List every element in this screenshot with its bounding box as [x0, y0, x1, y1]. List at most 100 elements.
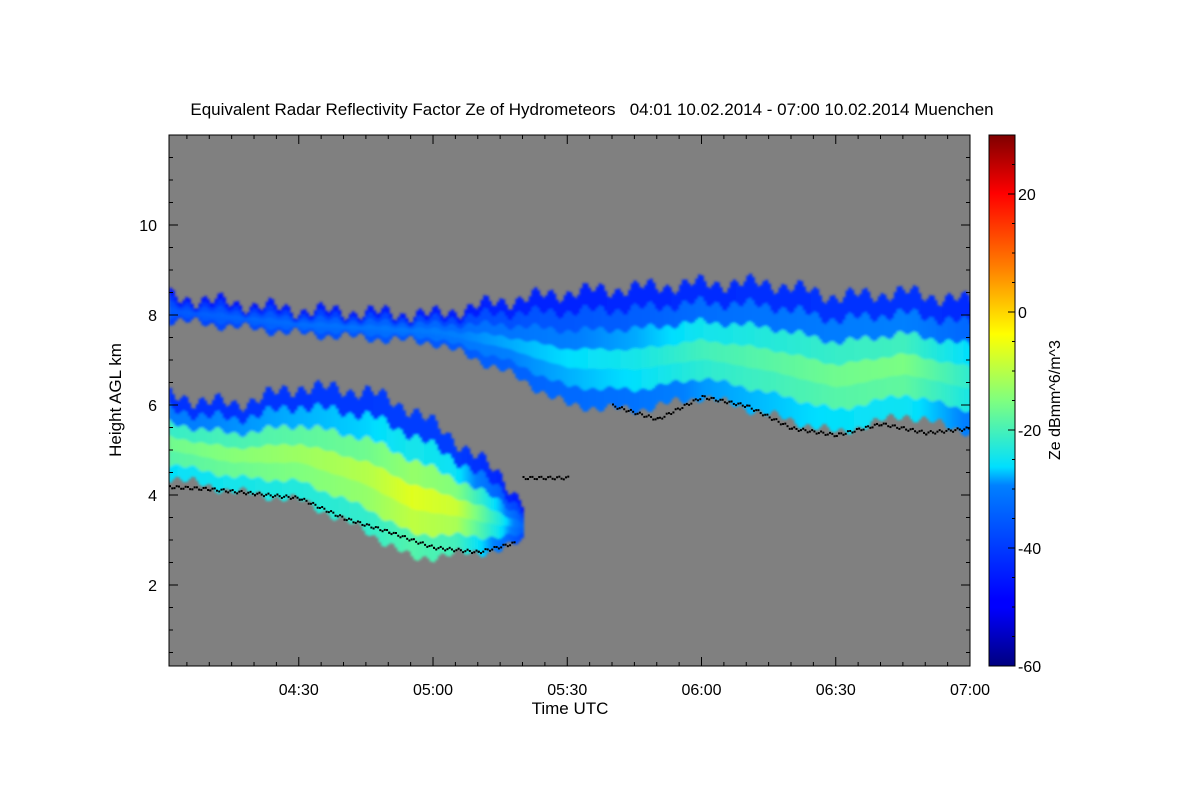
- reflectivity-cell: [757, 347, 761, 369]
- reflectivity-cell: [434, 319, 439, 328]
- reflectivity-cell: [528, 370, 533, 386]
- reflectivity-cell: [292, 324, 296, 327]
- reflectivity-cell: [440, 532, 444, 554]
- reflectivity-cell: [429, 414, 433, 440]
- cloud-base-point: [670, 413, 673, 416]
- reflectivity-cell: [246, 417, 251, 433]
- reflectivity-cell: [891, 298, 895, 319]
- reflectivity-cell: [569, 367, 573, 387]
- reflectivity-cell: [834, 386, 839, 410]
- reflectivity-cell: [773, 294, 777, 314]
- reflectivity-cell: [748, 320, 753, 345]
- reflectivity-cell: [818, 404, 823, 427]
- reflectivity-cell: [246, 432, 251, 448]
- reflectivity-cell: [185, 309, 189, 315]
- reflectivity-cell: [499, 512, 503, 526]
- reflectivity-cell: [630, 326, 635, 349]
- reflectivity-cell: [268, 424, 272, 445]
- reflectivity-cell: [515, 535, 519, 545]
- reflectivity-cell: [469, 313, 473, 323]
- reflectivity-cell: [783, 352, 788, 375]
- reflectivity-cell: [955, 406, 959, 428]
- reflectivity-cell: [778, 351, 782, 374]
- cloud-base-point: [808, 430, 811, 433]
- cloud-base-point: [887, 425, 890, 428]
- reflectivity-cell: [748, 367, 753, 392]
- reflectivity-cell: [614, 309, 618, 330]
- reflectivity-cell: [918, 293, 922, 315]
- reflectivity-cell: [845, 409, 849, 434]
- reflectivity-cell: [429, 463, 433, 489]
- reflectivity-cell: [652, 366, 656, 389]
- reflectivity-cell: [453, 330, 457, 338]
- reflectivity-cell: [217, 476, 221, 494]
- reflectivity-cell: [767, 348, 772, 371]
- reflectivity-cell: [394, 332, 398, 336]
- reflectivity-cell: [225, 307, 229, 312]
- reflectivity-cell: [872, 379, 876, 399]
- reflectivity-cell: [238, 435, 243, 450]
- reflectivity-cell: [359, 503, 363, 526]
- reflectivity-cell: [910, 353, 914, 377]
- reflectivity-cell: [185, 297, 189, 302]
- cloud-base-point: [363, 524, 366, 527]
- reflectivity-cell: [324, 470, 329, 492]
- cloud-base-point: [750, 407, 753, 410]
- reflectivity-cell: [228, 309, 232, 313]
- reflectivity-cell: [689, 378, 694, 399]
- reflectivity-cell: [738, 285, 742, 307]
- reflectivity-cell: [185, 313, 189, 319]
- reflectivity-cell: [644, 367, 648, 389]
- reflectivity-cell: [381, 440, 385, 468]
- reflectivity-cell: [177, 463, 181, 478]
- reflectivity-cell: [740, 365, 745, 386]
- reflectivity-cell: [751, 390, 755, 414]
- reflectivity-cell: [241, 315, 245, 318]
- reflectivity-cell: [703, 281, 707, 302]
- reflectivity-cell: [458, 337, 463, 343]
- reflectivity-cell: [630, 304, 635, 327]
- reflectivity-cell: [416, 484, 420, 511]
- reflectivity-cell: [279, 462, 283, 482]
- reflectivity-cell: [907, 374, 911, 396]
- reflectivity-cell: [249, 398, 253, 416]
- reflectivity-cell: [405, 327, 409, 332]
- reflectivity-cell: [311, 485, 315, 506]
- reflectivity-cell: [187, 402, 192, 417]
- reflectivity-cell: [386, 313, 390, 320]
- reflectivity-cell: [289, 413, 294, 430]
- reflectivity-cell: [346, 499, 350, 522]
- reflectivity-cell: [343, 322, 347, 325]
- reflectivity-cell: [493, 345, 498, 356]
- reflectivity-cell: [738, 364, 742, 386]
- reflectivity-cell: [365, 334, 369, 340]
- reflectivity-cell: [888, 375, 892, 396]
- reflectivity-cell: [671, 327, 675, 346]
- reflectivity-cell: [507, 532, 511, 542]
- reflectivity-cell: [201, 311, 205, 317]
- reflectivity-cell: [450, 309, 455, 317]
- reflectivity-cell: [638, 307, 643, 329]
- reflectivity-cell: [501, 359, 506, 372]
- reflectivity-cell: [724, 292, 729, 311]
- reflectivity-cell: [907, 333, 911, 355]
- reflectivity-cell: [485, 492, 490, 508]
- reflectivity-cell: [356, 320, 361, 324]
- reflectivity-cell: [601, 285, 605, 307]
- reflectivity-cell: [244, 314, 248, 317]
- reflectivity-cell: [883, 294, 887, 316]
- reflectivity-cell: [305, 394, 310, 413]
- reflectivity-cell: [236, 305, 240, 311]
- reflectivity-cell: [297, 443, 302, 463]
- cloud-base-point: [777, 420, 780, 423]
- reflectivity-cell: [963, 363, 968, 389]
- cloud-base-point: [298, 498, 301, 501]
- reflectivity-cell: [864, 405, 868, 430]
- reflectivity-cell: [238, 305, 243, 310]
- reflectivity-cell: [260, 477, 264, 494]
- reflectivity-cell: [566, 348, 570, 368]
- cloud-base-point: [674, 408, 677, 411]
- reflectivity-cell: [308, 320, 312, 324]
- reflectivity-cell: [367, 335, 371, 343]
- reflectivity-cell: [727, 306, 731, 327]
